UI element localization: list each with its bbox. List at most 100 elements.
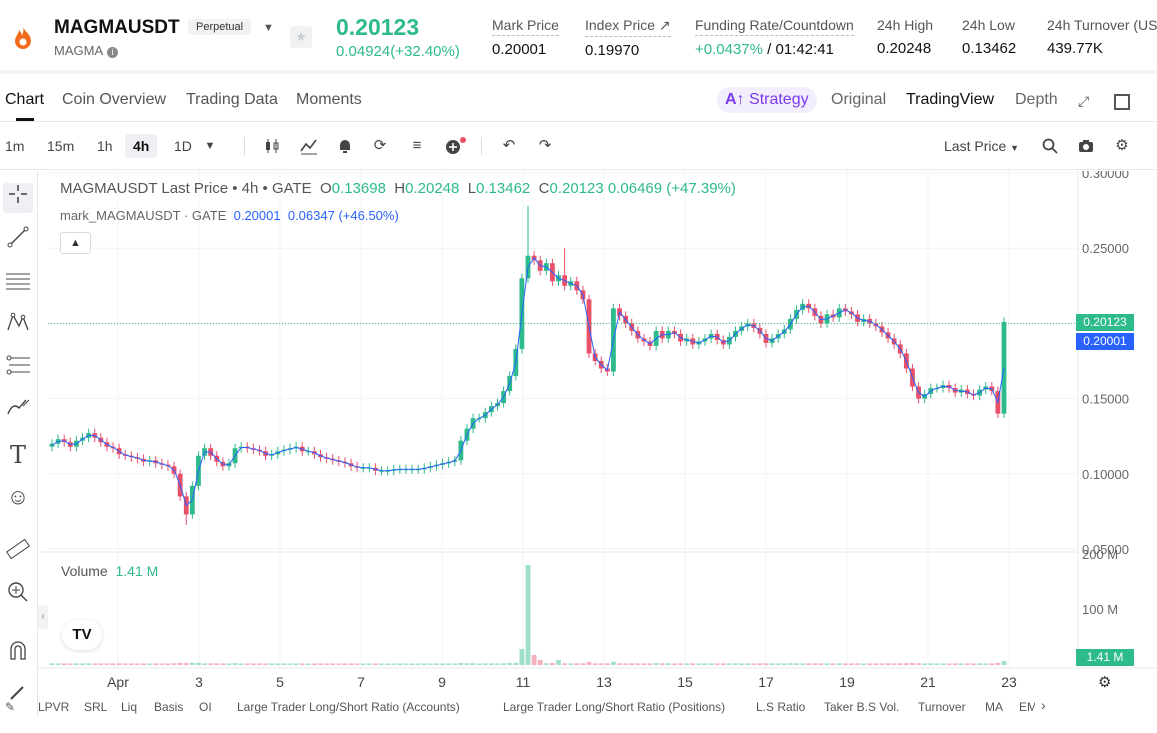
volume-bar bbox=[971, 663, 976, 665]
interval-4h[interactable]: 4h bbox=[125, 134, 158, 158]
info-icon[interactable]: i bbox=[107, 47, 119, 58]
stat-label[interactable]: Index Price ↗ bbox=[585, 17, 671, 37]
volume-bar bbox=[641, 663, 647, 665]
tab-chart[interactable]: Chart bbox=[5, 91, 45, 108]
legend-l-label: L bbox=[467, 180, 477, 197]
symbol-title[interactable]: MAGMAUSDT bbox=[54, 17, 180, 38]
undo-icon[interactable]: ↶ bbox=[502, 137, 516, 154]
chevron-right-icon[interactable]: › bbox=[1041, 697, 1046, 713]
candle-type-icon[interactable] bbox=[263, 137, 281, 155]
volume-bar bbox=[116, 663, 122, 665]
alert-bell-icon[interactable] bbox=[336, 137, 354, 155]
price-axis-label: 0.10000 bbox=[1082, 467, 1129, 482]
camera-icon[interactable] bbox=[1077, 137, 1095, 155]
indicator-ma[interactable]: MA bbox=[985, 700, 1003, 714]
indicator-lt-ratio-positions[interactable]: Large Trader Long/Short Ratio (Positions… bbox=[503, 700, 726, 714]
zoom-in-icon[interactable] bbox=[3, 581, 33, 611]
volume-bar bbox=[287, 663, 293, 665]
symbol-dropdown-icon[interactable]: ▼ bbox=[263, 22, 274, 34]
stat-label[interactable]: Funding Rate/Countdown bbox=[695, 17, 854, 36]
volume-bar bbox=[208, 663, 214, 665]
scroll-left-icon[interactable]: ‹ bbox=[38, 605, 48, 629]
volume-bar bbox=[519, 649, 525, 665]
chart-legend-mark: mark_MAGMAUSDT · GATE 0.20001 0.06347 (+… bbox=[60, 208, 399, 223]
interval-1h[interactable]: 1h bbox=[97, 138, 113, 154]
time-axis-label: 15 bbox=[677, 674, 693, 690]
tab-depth[interactable]: Depth bbox=[1015, 91, 1058, 108]
fibonacci-icon[interactable] bbox=[3, 354, 33, 384]
fullscreen-icon[interactable] bbox=[1114, 94, 1130, 110]
volume-bar bbox=[550, 663, 555, 665]
price-mode-select[interactable]: Last Price ▼ bbox=[944, 138, 1019, 154]
legend-title: MAGMAUSDT Last Price • 4h • GATE bbox=[60, 180, 312, 197]
indicator-lt-ratio-accounts[interactable]: Large Trader Long/Short Ratio (Accounts) bbox=[237, 700, 460, 714]
indicator-ema[interactable]: EMA bbox=[1019, 700, 1035, 714]
expand-icon[interactable]: ⤢ bbox=[1078, 93, 1090, 109]
volume-bar bbox=[983, 663, 989, 665]
indicator-liq[interactable]: Liq bbox=[121, 700, 138, 714]
volume-bar bbox=[568, 663, 574, 665]
redo-icon[interactable]: ↷ bbox=[538, 137, 552, 154]
tab-moments[interactable]: Moments bbox=[296, 91, 362, 108]
pencil-lock-icon[interactable] bbox=[3, 681, 33, 711]
volume-bar bbox=[366, 663, 372, 665]
search-icon[interactable] bbox=[1041, 137, 1059, 155]
collapse-legend-button[interactable]: ▲ bbox=[60, 232, 91, 254]
price-chart[interactable]: 0.300000.250000.200000.150000.100000.050… bbox=[38, 171, 1157, 693]
emoji-icon[interactable]: ☺ bbox=[6, 484, 30, 509]
tradingview-logo-icon[interactable]: TV bbox=[62, 620, 102, 650]
volume-bar bbox=[476, 663, 482, 665]
interval-1d[interactable]: 1D bbox=[174, 138, 192, 154]
interval-15m[interactable]: 15m bbox=[47, 138, 75, 154]
pattern-icon[interactable] bbox=[3, 311, 33, 341]
mark-legend-value: 0.20001 bbox=[233, 208, 281, 223]
tab-original[interactable]: Original bbox=[831, 91, 887, 108]
volume-bar bbox=[897, 663, 903, 665]
indicator-ls-ratio[interactable]: L.S Ratio bbox=[756, 700, 806, 714]
templates-icon[interactable]: ≡ bbox=[412, 137, 422, 154]
ruler-icon[interactable] bbox=[3, 538, 33, 568]
indicator-turnover[interactable]: Turnover bbox=[918, 700, 966, 714]
indicator-taker-vol[interactable]: Taker B.S Vol. bbox=[824, 700, 900, 714]
axis-settings-icon[interactable]: ⚙ bbox=[1098, 674, 1112, 691]
legend-high: 0.20248 bbox=[405, 180, 460, 197]
add-plus-icon[interactable] bbox=[444, 137, 466, 155]
replay-icon[interactable]: ⟳ bbox=[373, 137, 387, 154]
indicator-oi[interactable]: OI bbox=[199, 700, 212, 714]
volume-bar bbox=[665, 663, 671, 665]
horizontal-lines-icon[interactable] bbox=[3, 269, 33, 299]
stat-label[interactable]: Mark Price bbox=[492, 17, 559, 36]
indicator-basis[interactable]: Basis bbox=[154, 700, 184, 714]
interval-dropdown-icon[interactable]: ▼ bbox=[204, 140, 216, 152]
edit-indicator-icon[interactable]: ✎ bbox=[5, 700, 16, 714]
indicator-srl[interactable]: SRL bbox=[84, 700, 108, 714]
strategy-button[interactable]: A↑ Strategy bbox=[717, 87, 817, 113]
volume-label: Volume bbox=[61, 563, 108, 579]
chart-pane[interactable]: 0.300000.250000.200000.150000.100000.050… bbox=[38, 171, 1157, 717]
volume-bar bbox=[580, 663, 586, 665]
volume-bar bbox=[293, 663, 299, 665]
stat-value: 439.77K bbox=[1047, 40, 1103, 57]
volume-bar bbox=[946, 663, 952, 665]
tab-tradingview[interactable]: TradingView bbox=[906, 91, 995, 108]
volume-bar bbox=[525, 565, 531, 665]
volume-bar bbox=[910, 663, 915, 665]
crosshair-icon[interactable] bbox=[3, 183, 33, 213]
magnet-icon[interactable] bbox=[3, 639, 33, 669]
indicators-icon[interactable] bbox=[300, 137, 318, 155]
volume-bar bbox=[989, 663, 995, 665]
interval-1m[interactable]: 1m bbox=[5, 138, 25, 154]
tab-trading-data[interactable]: Trading Data bbox=[186, 91, 278, 108]
favorite-star-icon[interactable]: ★ bbox=[290, 26, 312, 48]
tab-coin-overview[interactable]: Coin Overview bbox=[62, 91, 167, 108]
text-tool-icon[interactable]: T bbox=[9, 441, 26, 469]
trend-line-icon[interactable] bbox=[3, 226, 33, 256]
volume-bar bbox=[647, 663, 653, 665]
brush-icon[interactable] bbox=[3, 396, 33, 426]
volume-bar bbox=[769, 663, 775, 665]
indicator-lpvr[interactable]: LPVR bbox=[38, 700, 70, 714]
last-price-tag: 0.20123 bbox=[1076, 314, 1134, 331]
volume-bar bbox=[696, 663, 702, 665]
volume-bar bbox=[806, 663, 812, 665]
settings-gear-icon[interactable]: ⚙ bbox=[1115, 137, 1129, 154]
